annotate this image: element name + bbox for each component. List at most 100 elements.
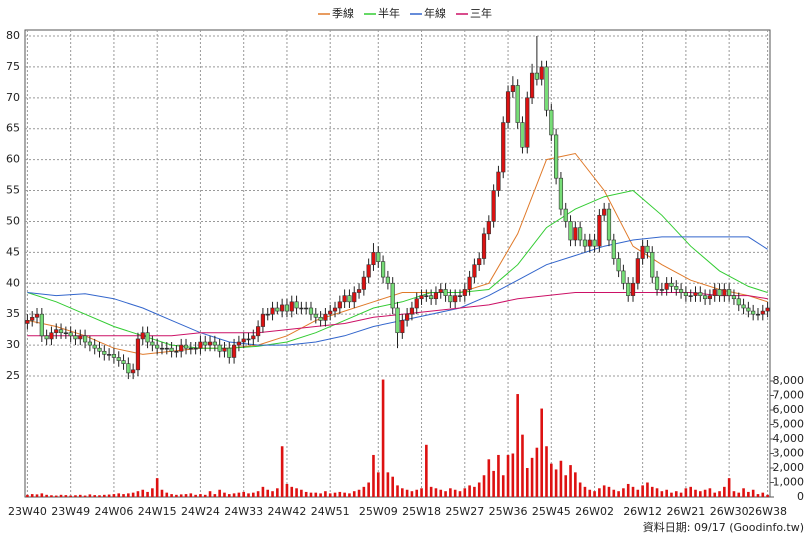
candle-body (227, 347, 232, 358)
volume-bar (742, 488, 745, 497)
volume-bar (598, 488, 601, 497)
volume-bar (713, 492, 717, 497)
candle-body (717, 289, 722, 296)
volume-bar (276, 488, 279, 497)
volume-bar (655, 488, 659, 497)
candle-body (477, 258, 482, 266)
candle-body (693, 292, 698, 296)
candle-body (73, 335, 78, 340)
candle-body (626, 282, 631, 296)
volume-bar (103, 494, 106, 497)
candle-body (385, 276, 390, 284)
volume-bar (617, 491, 620, 497)
candle-body (640, 245, 645, 259)
candle-body (361, 276, 366, 290)
candle-body (251, 335, 256, 340)
candle-body (294, 301, 299, 309)
candle-body (630, 282, 636, 296)
volume-bar (540, 408, 543, 497)
candle-body (510, 85, 515, 92)
candle-body (135, 338, 141, 371)
candle-body (155, 344, 160, 349)
volume-bar (694, 489, 697, 497)
candle-body (102, 350, 107, 355)
volume-bar (348, 493, 351, 497)
candle-body (606, 208, 612, 241)
volume-bar (189, 493, 193, 497)
candle-body (554, 134, 559, 179)
x-tick-label: 24W15 (138, 505, 177, 518)
candle-body (207, 341, 213, 346)
volume-bar (525, 468, 529, 497)
candle-body (25, 320, 30, 324)
volume-bar (501, 475, 505, 497)
legend-label: 半年 (378, 6, 400, 20)
candle-body (582, 239, 588, 247)
candle-body (241, 338, 246, 343)
volume-bar (665, 489, 668, 497)
volume-bar (357, 489, 361, 497)
volume-bar (266, 489, 270, 497)
volume-bar (309, 492, 313, 497)
candle-body (260, 313, 266, 327)
candle-body (30, 316, 35, 321)
candle-body (265, 313, 270, 316)
candle-body (712, 289, 717, 296)
candle-body (275, 307, 280, 312)
candle-body (597, 214, 602, 247)
volume-bar (83, 495, 87, 497)
candle-body (87, 341, 92, 346)
volume-bar (252, 492, 255, 497)
y-tick-label: 65 (6, 122, 20, 135)
candle-body (424, 295, 429, 297)
candle-body (592, 239, 597, 247)
y2-tick-label: 7,000 (773, 389, 805, 402)
candle-body (688, 295, 693, 297)
y2-tick-label: 1,000 (773, 476, 805, 489)
volume-bar (285, 483, 289, 497)
volume-bar (74, 495, 77, 497)
volume-bar (50, 495, 53, 497)
y-tick-label: 40 (6, 276, 20, 289)
candle-body (563, 208, 568, 222)
candle-body (169, 347, 174, 352)
candle-body (126, 363, 131, 374)
candle-body (707, 295, 713, 300)
volume-bar (290, 486, 294, 497)
candle-body (765, 307, 770, 312)
candle-body (433, 292, 439, 300)
candle-body (611, 239, 616, 259)
volume-bar (107, 494, 111, 497)
volume-bar (703, 489, 707, 497)
volume-bar (69, 495, 72, 497)
volume-bar (607, 486, 611, 497)
volume-bar (223, 492, 226, 497)
candle-body (539, 66, 544, 80)
x-tick-label: 24W33 (224, 505, 263, 518)
volume-bar (401, 488, 404, 497)
candle-body (678, 289, 684, 293)
y-tick-label: 75 (6, 60, 20, 73)
candle-body (491, 190, 496, 222)
volume-bar (415, 489, 419, 497)
x-tick-label: 24W42 (268, 505, 307, 518)
candle-body (352, 292, 357, 303)
volume-bar (487, 459, 491, 497)
candle-body (616, 258, 621, 272)
candle-body (54, 329, 59, 334)
candle-body (544, 66, 549, 111)
candle-body (231, 344, 237, 358)
x-tick-label: 25W18 (402, 505, 441, 518)
volume-bar (372, 454, 375, 497)
volume-bar (93, 495, 96, 497)
candle-body (82, 335, 88, 343)
candle-body (198, 341, 203, 349)
x-tick-label: 26W12 (623, 505, 662, 518)
candle-body (111, 354, 117, 358)
volume-bar (453, 489, 457, 497)
volume-bar (444, 491, 447, 497)
candle-body (217, 344, 222, 352)
candle-body (256, 326, 261, 337)
x-tick-label: 25W36 (489, 505, 528, 518)
